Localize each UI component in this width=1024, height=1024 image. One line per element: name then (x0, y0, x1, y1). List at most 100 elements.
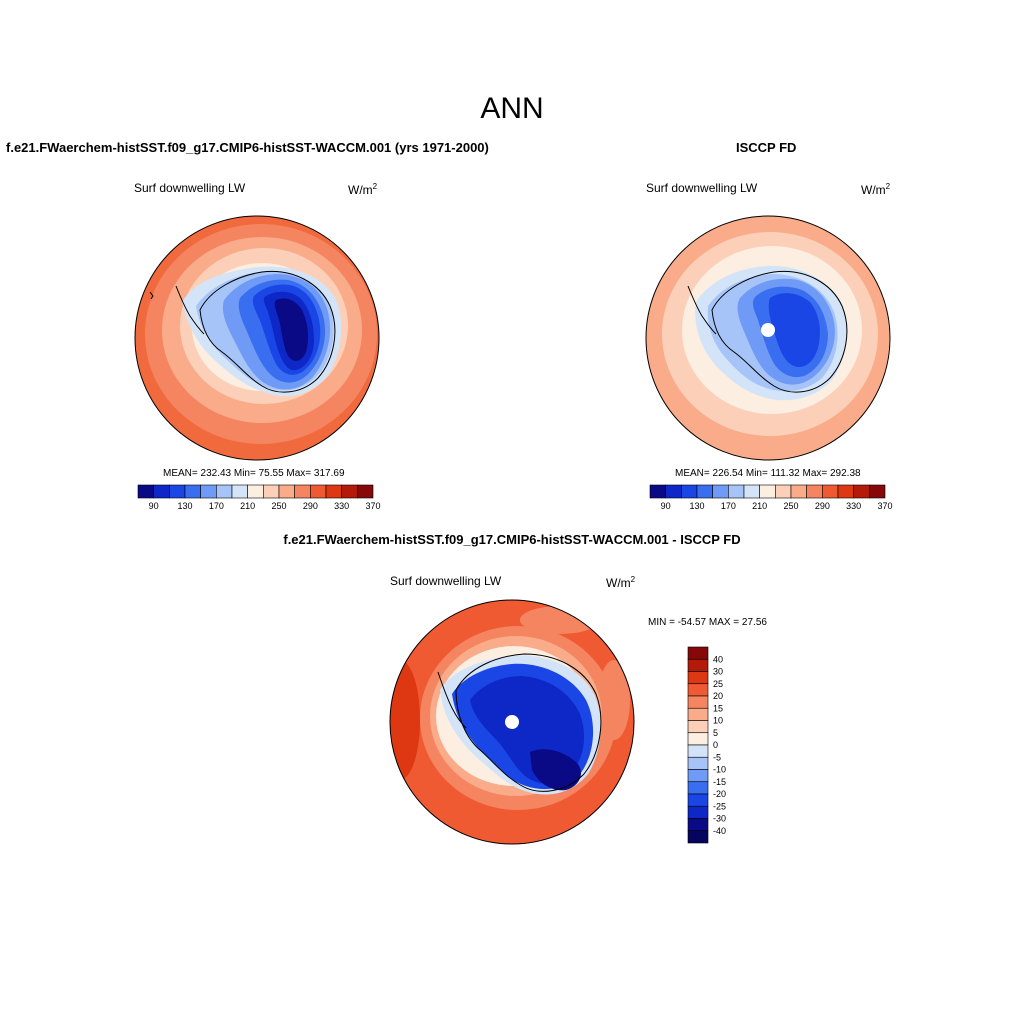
colorbar-swatch (169, 484, 186, 499)
model-variable-label: Surf downwelling LW (134, 181, 246, 195)
colorbar-swatch (837, 484, 854, 499)
colorbar-tick-label: 130 (177, 501, 192, 511)
colorbar-swatch (869, 484, 886, 499)
colorbar-tick-label: 250 (783, 501, 798, 511)
colorbar-tick-label: 90 (149, 501, 159, 511)
diff-variable-label: Surf downwelling LW (390, 574, 502, 588)
colorbar-tick-label: 30 (713, 667, 723, 677)
colorbar-tick-label: 20 (713, 691, 723, 701)
colorbar-swatch (216, 484, 233, 499)
colorbar-swatch (687, 769, 709, 783)
colorbar-swatch (687, 830, 709, 844)
colorbar-tick-label: 10 (713, 716, 723, 726)
colorbar-tick-label: -15 (713, 777, 726, 787)
colorbar-tick-label: 330 (846, 501, 861, 511)
colorbar-swatch (743, 484, 760, 499)
colorbar-tick-label: 250 (271, 501, 286, 511)
colorbar-swatch (687, 744, 709, 758)
colorbar-swatch (775, 484, 792, 499)
obs-variable-label: Surf downwelling LW (646, 181, 758, 195)
colorbar-swatch (712, 484, 729, 499)
colorbar-tick-label: 370 (365, 501, 380, 511)
colorbar-swatch (341, 484, 358, 499)
colorbar-swatch (231, 484, 248, 499)
colorbar-swatch (687, 695, 709, 709)
colorbar-swatch (687, 793, 709, 807)
diff-colorbar: 40 30 25 20 15 10 5 0 -5 -10 -15 -20 -25 -30 -40 (687, 646, 726, 844)
diff-map-border (389, 599, 635, 845)
model-units: W/m2 (348, 182, 378, 197)
colorbar-tick-label: 290 (303, 501, 318, 511)
colorbar-swatch (278, 484, 295, 499)
colorbar-swatch (263, 484, 280, 499)
colorbar-swatch (687, 646, 709, 660)
diff-units: W/m2 (606, 575, 636, 590)
colorbar-tick-label: -30 (713, 814, 726, 824)
colorbar-tick-label: -5 (713, 752, 721, 762)
model-colorbar: 90 130 170 210 250 290 330 370 (137, 484, 381, 511)
colorbar-tick-label: 170 (209, 501, 224, 511)
model-stats: MEAN= 232.43 Min= 75.55 Max= 317.69 (163, 468, 345, 479)
colorbar-swatch (649, 484, 666, 499)
model-map-border (134, 215, 380, 461)
colorbar-swatch (681, 484, 698, 499)
colorbar-swatch (806, 484, 823, 499)
obs-colorbar: 90 130 170 210 250 290 330 370 (649, 484, 893, 511)
diff-stats: MIN = -54.57 MAX = 27.56 (648, 617, 767, 628)
colorbar-tick-label: 40 (713, 654, 723, 664)
colorbar-tick-label: 170 (721, 501, 736, 511)
season-title: ANN (480, 92, 544, 125)
colorbar-swatch (853, 484, 870, 499)
colorbar-swatch (687, 756, 709, 770)
colorbar-swatch (357, 484, 374, 499)
colorbar-tick-label: -20 (713, 789, 726, 799)
colorbar-swatch (687, 707, 709, 721)
colorbar-tick-label: 330 (334, 501, 349, 511)
diff-polar-map (390, 600, 634, 844)
colorbar-swatch (759, 484, 776, 499)
colorbar-tick-label: 5 (713, 728, 718, 738)
colorbar-swatch (696, 484, 713, 499)
colorbar-swatch (687, 671, 709, 685)
model-panel-title: f.e21.FWaerchem-histSST.f09_g17.CMIP6-hi… (6, 140, 489, 155)
obs-units: W/m2 (861, 182, 891, 197)
colorbar-swatch (822, 484, 839, 499)
colorbar-tick-label: 290 (815, 501, 830, 511)
colorbar-swatch (687, 732, 709, 746)
colorbar-tick-label: -40 (713, 826, 726, 836)
colorbar-swatch (687, 658, 709, 672)
colorbar-swatch (687, 683, 709, 697)
colorbar-tick-label: -10 (713, 765, 726, 775)
colorbar-swatch (687, 805, 709, 819)
model-polar-map (135, 216, 379, 460)
obs-panel-title: ISCCP FD (736, 140, 797, 155)
colorbar-tick-label: 90 (661, 501, 671, 511)
obs-map-border (645, 215, 891, 461)
colorbar-tick-label: -25 (713, 801, 726, 811)
colorbar-tick-label: 15 (713, 703, 723, 713)
obs-polar-map (646, 216, 890, 460)
colorbar-swatch (310, 484, 327, 499)
colorbar-tick-label: 0 (713, 740, 718, 750)
colorbar-tick-label: 25 (713, 679, 723, 689)
colorbar-swatch (687, 720, 709, 734)
colorbar-swatch (153, 484, 170, 499)
colorbar-tick-label: 210 (752, 501, 767, 511)
colorbar-tick-label: 370 (877, 501, 892, 511)
colorbar-swatch (687, 781, 709, 795)
colorbar-swatch (665, 484, 682, 499)
colorbar-swatch (687, 818, 709, 832)
colorbar-swatch (790, 484, 807, 499)
colorbar-swatch (728, 484, 745, 499)
colorbar-tick-label: 130 (689, 501, 704, 511)
colorbar-swatch (184, 484, 201, 499)
colorbar-swatch (294, 484, 311, 499)
colorbar-swatch (325, 484, 342, 499)
obs-stats: MEAN= 226.54 Min= 111.32 Max= 292.38 (675, 468, 861, 479)
colorbar-swatch (200, 484, 217, 499)
colorbar-swatch (137, 484, 154, 499)
colorbar-swatch (247, 484, 264, 499)
colorbar-tick-label: 210 (240, 501, 255, 511)
diff-panel-title: f.e21.FWaerchem-histSST.f09_g17.CMIP6-hi… (283, 532, 741, 547)
